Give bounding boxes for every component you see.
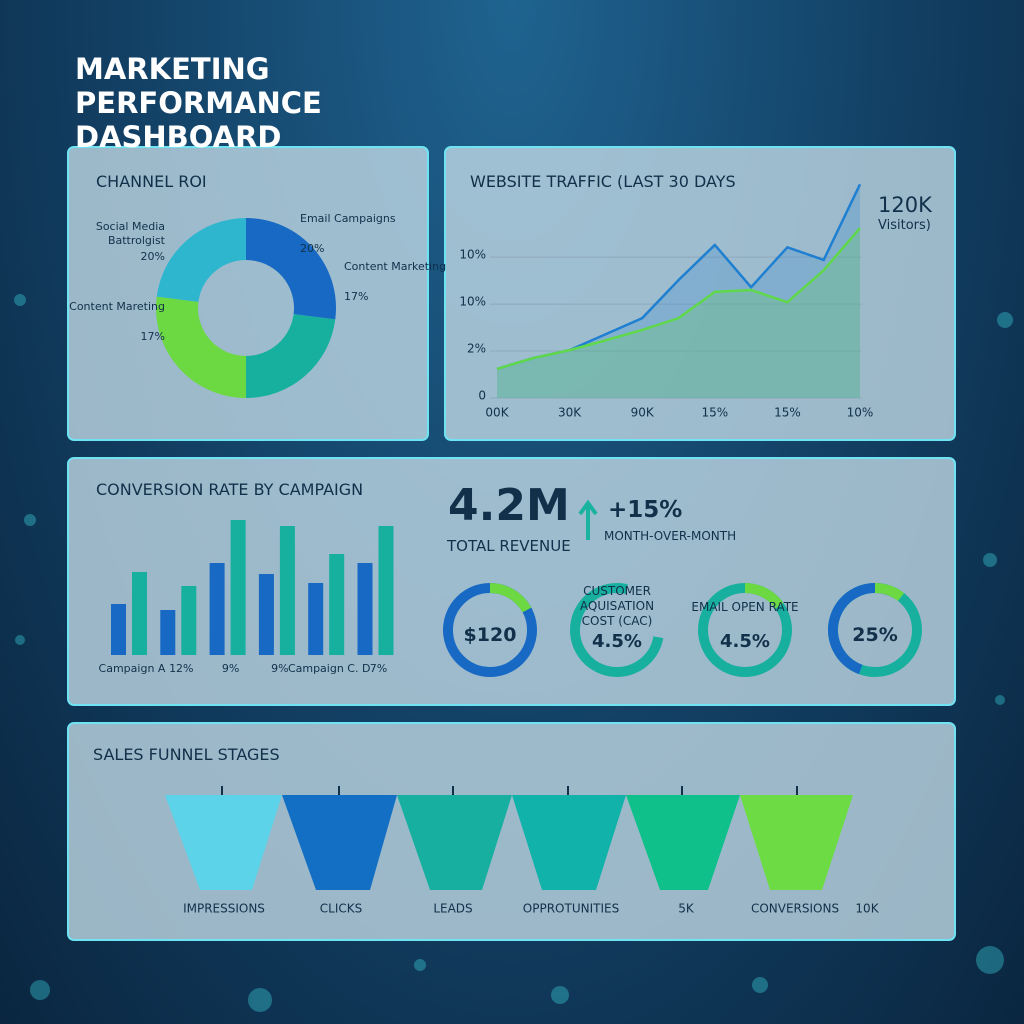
slice-label: Email Campaigns: [300, 212, 396, 225]
x-tick-label: 15%: [774, 406, 801, 420]
slice-label: Social Media Battrolgist: [95, 220, 165, 247]
x-tick-label: 30K: [558, 406, 582, 420]
gauge-arc: [698, 583, 792, 677]
gauge-value: $120: [463, 624, 517, 646]
area: [497, 228, 860, 398]
funnel-label: CLICKS: [320, 902, 362, 916]
slice-label: Content Marketing: [344, 260, 447, 273]
y-tick-label: 10%: [459, 295, 486, 309]
funnel-stages: [165, 795, 853, 890]
gauge-ring: [570, 583, 664, 677]
chart-title: CHANNEL ROI: [96, 172, 207, 191]
x-tick-label: 9%: [271, 662, 288, 675]
bar: [258, 574, 274, 655]
funnel-label: IMPRESSIONS: [183, 902, 265, 916]
kpi-change-label: MONTH-OVER-MONTH: [604, 529, 737, 543]
funnel-label: 5K: [678, 902, 695, 916]
bar: [279, 526, 295, 655]
funnel-stage: [165, 795, 282, 890]
bar: [132, 572, 147, 655]
panel-traffic: [444, 146, 956, 441]
annotation: 120K: [878, 193, 932, 217]
bar: [357, 563, 373, 655]
slice-value: 20%: [140, 250, 165, 263]
funnel-label: LEADS: [433, 902, 472, 916]
funnel-stage: [397, 795, 512, 890]
bar: [209, 563, 225, 655]
funnel-stage: [282, 795, 397, 890]
bar: [160, 610, 176, 655]
kpi-label: TOTAL REVENUE: [447, 537, 571, 555]
donut-slice: [246, 314, 336, 398]
slice-value: 17%: [140, 330, 165, 343]
donut-slice: [246, 218, 336, 320]
x-tick-label: 12%: [169, 662, 193, 675]
gauge-arc: [828, 583, 922, 677]
x-tick-label: Campaign A: [99, 662, 166, 675]
bar: [181, 586, 197, 655]
gauge-value: 4.5%: [720, 631, 770, 652]
slice-label: Content Mareting: [69, 300, 165, 313]
kpi-value: 4.2M: [448, 480, 570, 531]
funnel-stage: [512, 795, 626, 890]
y-tick-label: 0: [478, 389, 486, 403]
line: [496, 227, 861, 371]
chart-title: WEBSITE TRAFFIC (LAST 30 DAYS: [470, 172, 736, 191]
up-arrow: [578, 499, 598, 540]
funnel-label: 10K: [855, 902, 879, 916]
kpi-change: +15%: [608, 497, 683, 523]
funnel-stage: [740, 795, 853, 890]
y-tick-label: 2%: [467, 342, 486, 356]
background-dots: [14, 294, 1013, 1012]
funnel: [221, 786, 798, 795]
bar: [111, 604, 126, 655]
gauge-value: 4.5%: [592, 631, 642, 652]
x-tick-label: 9%: [222, 662, 239, 675]
funnel-label: CONVERSIONS: [751, 902, 839, 916]
bar: [308, 583, 324, 655]
x-tick-label: 00K: [485, 406, 509, 420]
x-tick-label: 15%: [701, 406, 728, 420]
funnel-stage: [626, 795, 740, 890]
bar: [230, 520, 246, 655]
bar: [329, 554, 345, 655]
bar: [378, 526, 394, 655]
donut-slice: [156, 296, 246, 398]
x-tick-label: 90K: [631, 406, 655, 420]
chart-title: CONVERSION RATE BY CAMPAIGN: [96, 480, 364, 499]
panel-channel-roi: [67, 146, 429, 441]
x-tick-label: Campaign C. D: [288, 662, 371, 675]
slice-value: 17%: [344, 290, 369, 303]
section-title: SALES FUNNEL STAGES: [93, 745, 280, 764]
funnel-label: OPPROTUNITIES: [523, 902, 619, 916]
annotation: Visitors): [878, 218, 931, 233]
slice-value: 20%: [300, 242, 325, 255]
gauge-value: 25%: [852, 624, 898, 646]
x-tick-label: 10%: [847, 406, 874, 420]
gauge-label: CUSTOMER AQUISATION COST (CAC): [579, 584, 655, 628]
gauge-arc: [443, 583, 537, 677]
gauges: [443, 583, 922, 677]
y-tick-label: 10%: [459, 248, 486, 262]
panel-funnel: [67, 722, 956, 941]
page-title: MARKETING PERFORMANCE DASHBOARD: [75, 52, 322, 154]
gauge-label: EMAIL OPEN RATE: [691, 600, 799, 614]
x-tick-label: 7%: [370, 662, 387, 675]
donut-slice: [156, 218, 246, 302]
